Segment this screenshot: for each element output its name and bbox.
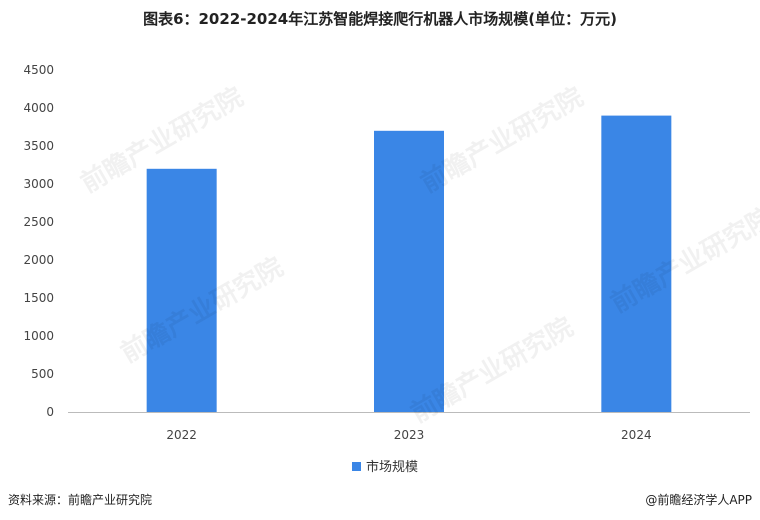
bar-2022 [146,168,217,412]
source-note: 资料来源：前瞻产业研究院 [8,493,153,507]
y-tick-label: 2500 [23,215,54,229]
x-axis-ticks: 2022 2023 2024 [166,428,651,442]
legend-label: 市场规模 [366,459,418,475]
brand-note: @前瞻经济学人APP [645,493,752,507]
chart-title: 图表6：2022-2024年江苏智能焊接爬行机器人市场规模(单位：万元) [143,10,617,28]
bar-2023 [374,130,444,413]
y-tick-label: 4500 [23,63,54,77]
y-tick-label: 500 [31,367,54,381]
x-tick-label: 2023 [394,428,425,442]
y-tick-label: 0 [46,405,54,419]
legend: 市场规模 [352,459,418,475]
y-axis-ticks: 0 500 1000 1500 2000 2500 3000 3500 4000 4500 [23,63,54,419]
bars [146,115,672,413]
legend-swatch [352,462,361,471]
y-tick-label: 3000 [23,177,54,191]
bar-2024 [601,115,672,412]
y-tick-label: 3500 [23,139,54,153]
x-tick-label: 2022 [166,428,197,442]
y-tick-label: 1000 [23,329,54,343]
y-tick-label: 2000 [23,253,54,267]
y-tick-label: 4000 [23,101,54,115]
x-tick-label: 2024 [621,428,652,442]
y-tick-label: 1500 [23,291,54,305]
